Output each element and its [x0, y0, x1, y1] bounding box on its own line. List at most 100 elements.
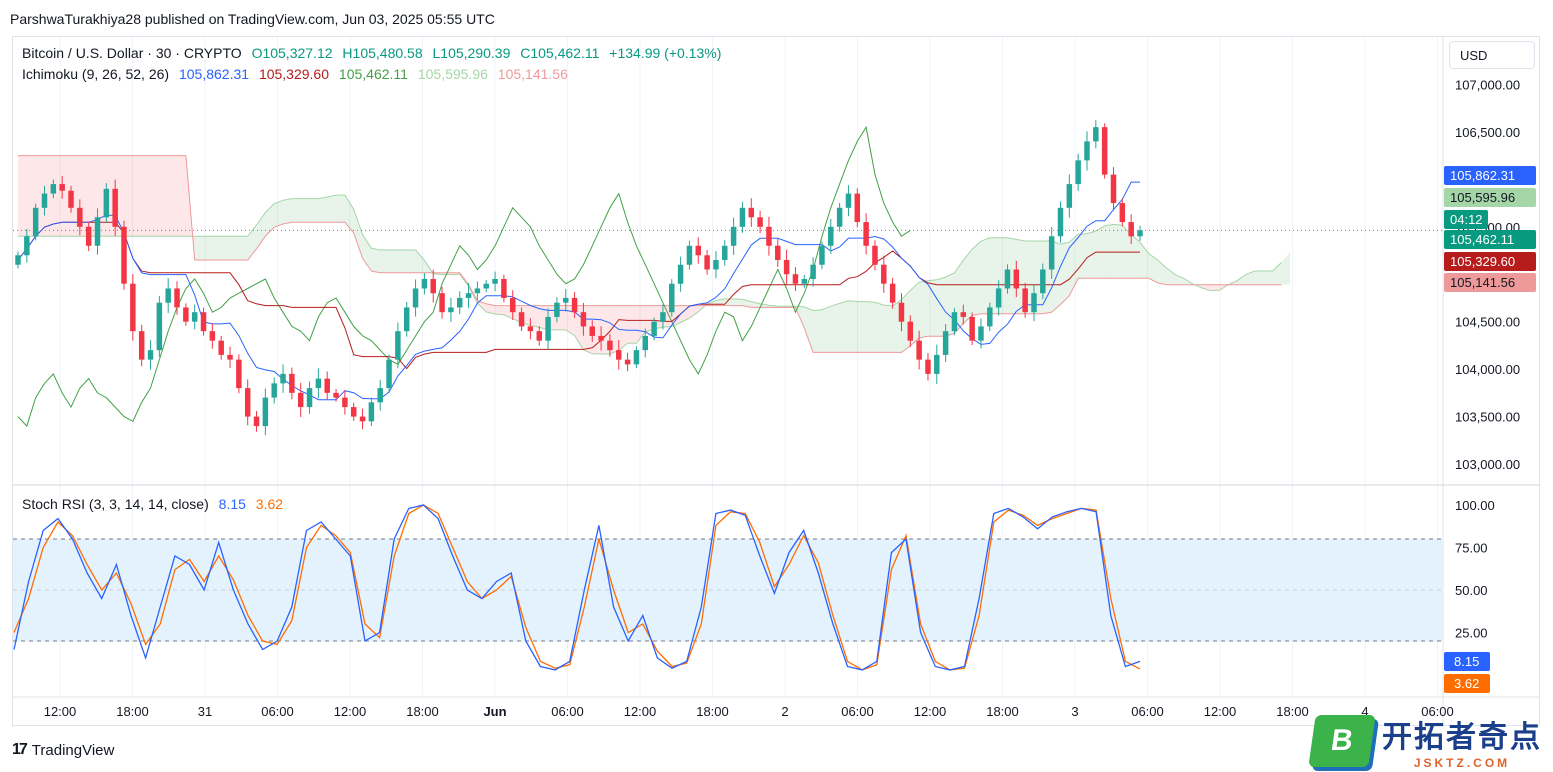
candle-body: [624, 359, 631, 365]
cloud-segment: [230, 236, 239, 260]
candle-body: [642, 335, 648, 351]
ohlc-open: O105,327.12: [251, 45, 333, 61]
cloud-segment: [857, 301, 867, 353]
candle-body: [1013, 269, 1020, 289]
cloud-segment: [618, 305, 628, 351]
price-tag-label-span_a: 105,595.96: [1450, 190, 1515, 205]
price-tag-label-base: 105,329.60: [1450, 254, 1515, 269]
candle-body: [836, 207, 843, 227]
price-tag-label-span_b: 105,141.56: [1450, 275, 1515, 290]
candle-body: [218, 340, 224, 355]
cloud-segment: [1272, 262, 1282, 285]
candle-body: [934, 354, 940, 374]
time-tick-label: 4: [1361, 704, 1368, 719]
currency-selector[interactable]: USD: [1449, 41, 1535, 69]
candle-body: [474, 288, 481, 294]
cloud-segment: [132, 155, 142, 237]
price-tag-label-conversion: 105,862.31: [1450, 168, 1515, 183]
time-tick-label: 18:00: [986, 704, 1019, 719]
candle-body: [1057, 207, 1064, 237]
time-tick-label: 3: [1071, 704, 1078, 719]
candle-body: [324, 378, 330, 393]
candle-body: [527, 326, 534, 332]
cloud-segment: [1104, 224, 1114, 279]
time-tick-label: 18:00: [696, 704, 729, 719]
cloud-segment: [150, 155, 160, 237]
cloud-segment: [362, 234, 372, 272]
stoch-legend[interactable]: Stoch RSI (3, 3, 14, 14, close) 8.15 3.6…: [22, 496, 289, 512]
candle-body: [783, 260, 790, 275]
price-tick-label: 104,000.00: [1455, 362, 1520, 377]
candle-body: [306, 388, 313, 408]
candle-body: [695, 245, 702, 256]
price-tag-base: [1444, 252, 1536, 271]
tradingview-logo[interactable]: 17 TradingView: [12, 741, 114, 759]
time-tick-label: 12:00: [44, 704, 77, 719]
cloud-segment: [760, 303, 769, 308]
cloud-segment: [274, 200, 284, 228]
candle-body: [1040, 269, 1046, 294]
cloud-segment: [318, 197, 328, 223]
cloud-segment: [1148, 253, 1158, 283]
candle-body: [501, 278, 507, 298]
candle-body: [810, 264, 816, 279]
cloud-segment: [380, 249, 390, 273]
candle-body: [77, 207, 83, 227]
candle-body: [41, 193, 48, 208]
cloud-segment: [265, 203, 275, 237]
candle-body: [916, 340, 922, 360]
candle-body: [757, 217, 763, 227]
candle-body: [24, 236, 30, 256]
ichimoku-legend[interactable]: Ichimoku (9, 26, 52, 26) 105,862.31 105,…: [22, 66, 574, 82]
stoch-k-value: 8.15: [218, 496, 246, 512]
candle-body: [50, 184, 57, 194]
candle-body: [845, 193, 852, 208]
candle-body: [377, 388, 383, 403]
price-tag-conversion: [1444, 166, 1536, 185]
time-tick-label: 18:00: [116, 704, 149, 719]
candle-body: [713, 260, 719, 270]
cloud-segment: [724, 298, 734, 306]
candle-body: [775, 245, 781, 260]
candle-body: [686, 245, 693, 265]
candle-body: [85, 226, 92, 246]
cloud-segment: [1078, 233, 1087, 279]
time-tick-label: 06:00: [841, 704, 874, 719]
cloud-segment: [1237, 274, 1247, 285]
candle-body: [15, 255, 21, 265]
candle-body: [200, 312, 207, 332]
time-tick-label: 2: [781, 704, 788, 719]
ichi-conversion-value: 105,862.31: [178, 66, 250, 82]
symbol-name: Bitcoin / U.S. Dollar · 30 · CRYPTO: [22, 45, 242, 61]
cloud-segment: [839, 300, 849, 353]
cloud-segment: [1281, 251, 1291, 285]
candle-body: [368, 402, 375, 422]
ohlc-close: C105,462.11: [520, 45, 600, 61]
cloud-segment: [1069, 234, 1079, 296]
candle-body: [271, 383, 277, 398]
candle-body: [995, 288, 1002, 308]
candle-body: [350, 407, 357, 417]
ichimoku-base-line: [17, 221, 1140, 370]
ohlc-change: +134.99 (+0.13%): [609, 45, 722, 61]
candle-body: [987, 307, 993, 327]
candle-body: [580, 312, 587, 327]
candle-body: [262, 397, 269, 427]
price-tag-label-countdown: 04:12: [1450, 212, 1483, 227]
candle-body: [1119, 203, 1126, 223]
candle-body: [854, 193, 861, 223]
candle-body: [191, 312, 198, 322]
candle-body: [792, 274, 799, 284]
time-tick-label: 12:00: [1204, 704, 1237, 719]
ichi-span-a-value: 105,595.96: [417, 66, 488, 82]
cloud-segment: [530, 305, 540, 328]
time-tick-label: 06:00: [1131, 704, 1164, 719]
cloud-segment: [1113, 224, 1123, 279]
cloud-segment: [309, 198, 319, 223]
cloud-segment: [936, 277, 946, 337]
cloud-segment: [406, 249, 416, 273]
candle-body: [669, 283, 675, 313]
candle-body: [130, 283, 136, 332]
price-tag-span_b: [1444, 273, 1536, 292]
